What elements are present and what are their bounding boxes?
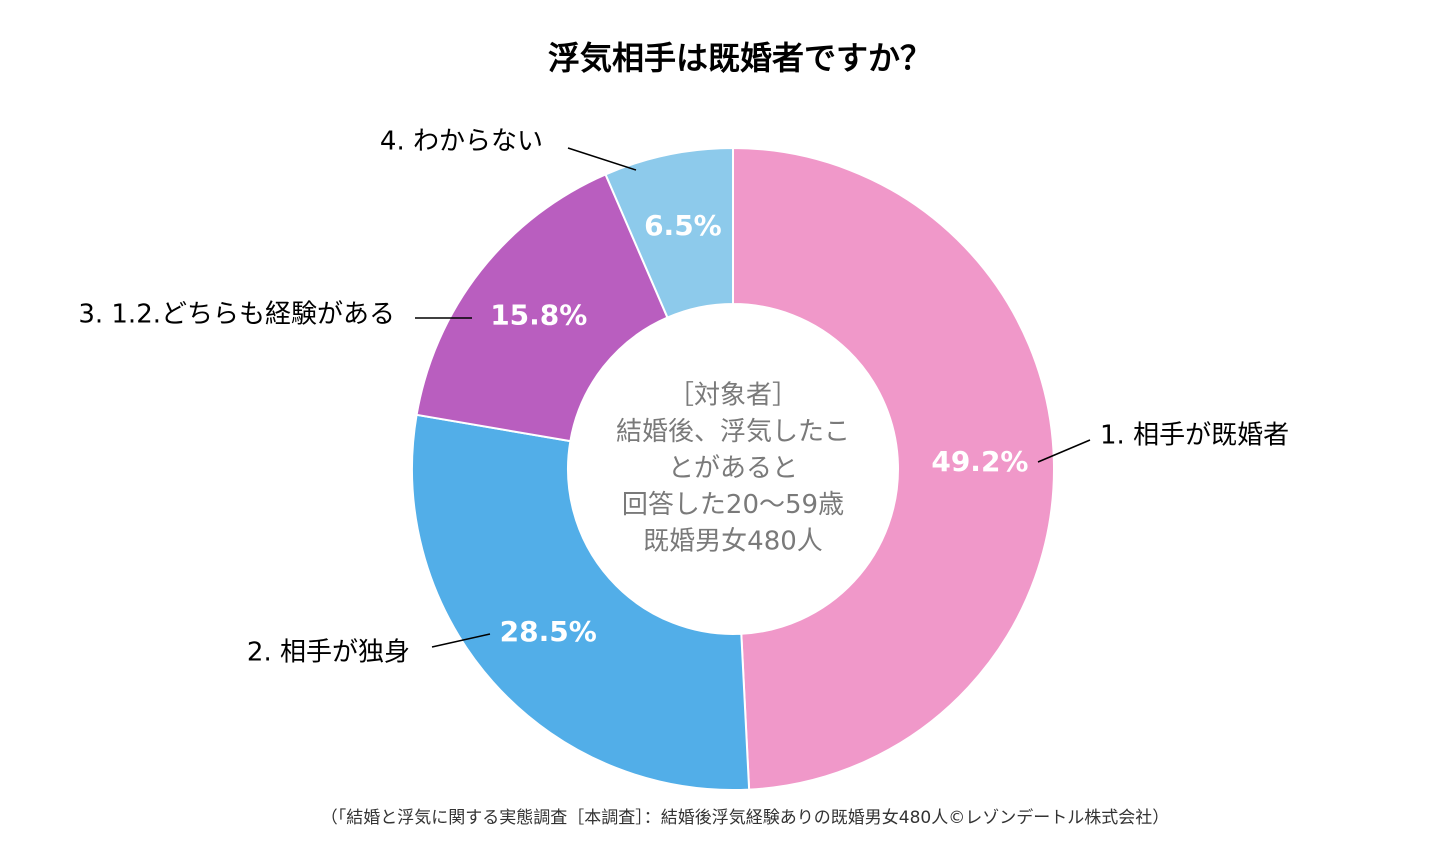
donut-slice	[604, 146, 734, 319]
center-text: ［対象者］	[668, 381, 798, 411]
source-note: （「結婚と浮気に関する実態調査［本調査］：結婚後浮気経験ありの既婚男女480人©…	[321, 807, 1169, 828]
value-label: 49.2%	[931, 445, 1028, 478]
leader-line	[567, 147, 637, 171]
category-label: 4. わからない	[380, 127, 543, 157]
leader-line	[1037, 439, 1091, 463]
center-text: 結婚後、浮気したこ	[616, 417, 850, 447]
center-text: 既婚男女480人	[643, 527, 823, 557]
value-label: 15.8%	[490, 298, 587, 331]
donut-slice	[732, 146, 1056, 791]
category-label: 2. 相手が独身	[247, 638, 410, 668]
chart-title: 浮気相手は既婚者ですか？	[548, 39, 932, 77]
value-label: 28.5%	[500, 615, 597, 648]
category-label: 3. 1.2.どちらも経験がある	[78, 300, 395, 330]
donut-slice	[415, 173, 669, 443]
donut-slice	[411, 413, 751, 791]
value-label: 6.5%	[644, 209, 722, 242]
leader-line	[431, 633, 491, 648]
center-text: とがあると	[668, 454, 798, 484]
center-text: 回答した20～59歳	[622, 490, 844, 520]
category-label: 1. 相手が既婚者	[1100, 421, 1289, 451]
